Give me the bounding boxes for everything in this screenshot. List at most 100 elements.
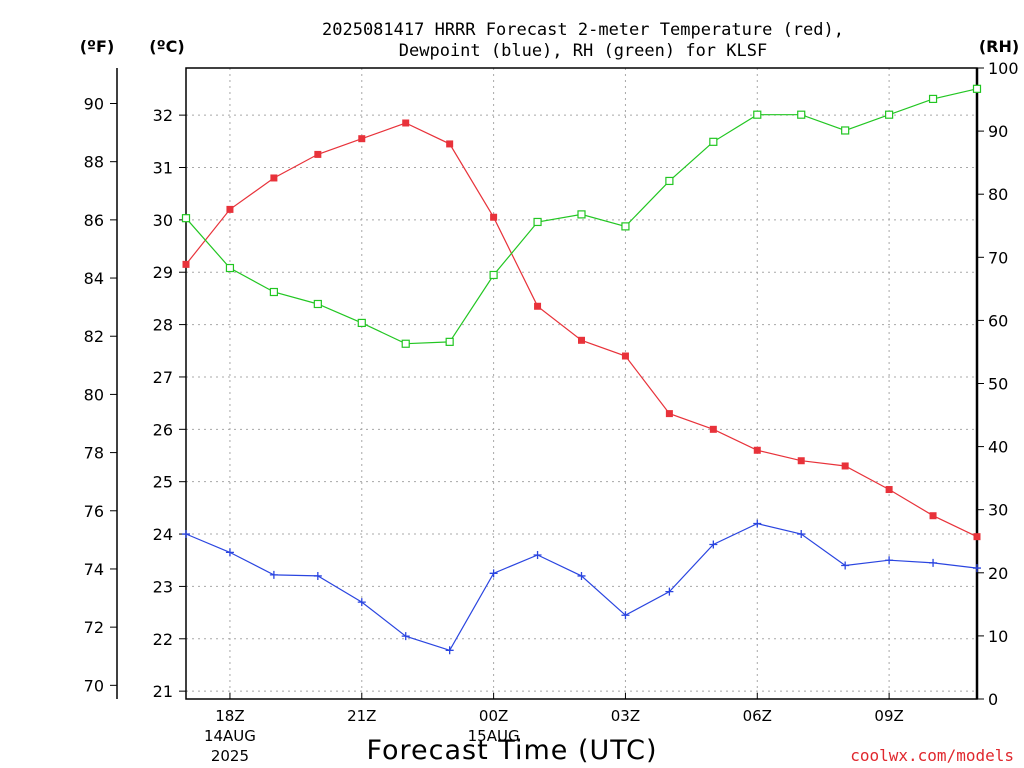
dewpoint-line	[185, 522, 978, 652]
fahrenheit-tick-label: 86	[84, 211, 104, 230]
dewpoint-point	[885, 556, 894, 565]
temperature-point	[578, 336, 585, 344]
celsius-tick-label: 24	[153, 525, 173, 544]
rh-point	[401, 339, 410, 348]
dewpoint-point	[489, 569, 498, 578]
rh-point	[885, 110, 894, 119]
celsius-tick-label: 21	[153, 682, 173, 701]
temperature-point	[270, 174, 278, 182]
celsius-tick-label: 25	[153, 473, 173, 492]
temperature-point	[753, 446, 761, 454]
rh-point	[841, 126, 850, 135]
dewpoint-point	[401, 632, 410, 641]
celsius-tick-label: 30	[153, 211, 173, 230]
dewpoint-point	[973, 564, 981, 573]
temperature-point	[841, 462, 849, 470]
x-tick-label: 03Z	[611, 707, 640, 725]
celsius-tick-label: 29	[153, 263, 173, 282]
fahrenheit-tick-label: 90	[84, 94, 104, 113]
fahrenheit-tick-label: 88	[84, 153, 104, 172]
credit-text: coolwx.com/models	[850, 746, 1014, 765]
temperature-line	[185, 122, 978, 538]
rh-point	[533, 217, 542, 227]
temperature-point	[534, 302, 542, 310]
chart-title-line2: Dewpoint (blue), RH (green) for KLSF	[399, 41, 767, 61]
rh-tick-label: 90	[988, 122, 1008, 141]
temperature-point	[797, 457, 805, 465]
rh-tick-label: 80	[988, 185, 1008, 204]
rh-point	[928, 94, 938, 104]
fahrenheit-tick-label: 74	[84, 560, 104, 579]
x-tick-label: 00Z	[479, 707, 508, 725]
rh-unit-label: (RH)	[979, 37, 1019, 56]
temperature-point	[929, 512, 937, 520]
temperature-point	[226, 205, 234, 213]
x-tick-label: 18Z	[215, 707, 244, 725]
rh-point	[269, 287, 278, 297]
dewpoint-point	[621, 611, 630, 620]
x-date-label: 2025	[211, 747, 249, 765]
temperature-point	[490, 213, 498, 221]
dewpoint-point	[577, 571, 586, 580]
celsius-tick-label: 22	[153, 630, 173, 649]
rh-point	[181, 214, 191, 223]
x-tick-label: 06Z	[743, 707, 772, 725]
fahrenheit-tick-label: 84	[84, 269, 104, 288]
dewpoint-point	[182, 530, 190, 539]
rh-tick-label: 20	[988, 564, 1008, 583]
celsius-tick-label: 23	[153, 577, 173, 596]
temperature-point	[885, 486, 893, 494]
rh-point	[489, 270, 498, 280]
temperature-point	[358, 135, 366, 143]
x-date-label: 15AUG	[468, 727, 520, 745]
celsius-unit-label: (ºC)	[149, 37, 184, 56]
rh-point	[753, 110, 762, 119]
rh-tick-label: 60	[988, 311, 1008, 330]
rh-point	[445, 337, 454, 346]
dewpoint-point	[753, 519, 762, 528]
x-axis-title: Forecast Time (UTC)	[366, 735, 657, 766]
chart-title-line1: 2025081417 HRRR Forecast 2-meter Tempera…	[322, 20, 844, 40]
fahrenheit-tick-label: 80	[84, 385, 104, 404]
celsius-tick-label: 28	[153, 316, 173, 335]
rh-tick-label: 100	[988, 59, 1019, 78]
temperature-point	[665, 410, 673, 418]
rh-tick-label: 70	[988, 248, 1008, 267]
dewpoint-point	[797, 530, 806, 539]
dewpoint-point	[313, 571, 322, 580]
fahrenheit-tick-label: 72	[84, 618, 104, 637]
temperature-point	[182, 260, 190, 268]
dewpoint-point	[929, 558, 938, 567]
rh-point	[709, 137, 718, 146]
data-series	[181, 84, 982, 655]
rh-point	[665, 176, 674, 186]
x-date-label: 14AUG	[204, 727, 256, 745]
celsius-tick-label: 31	[153, 158, 173, 177]
dewpoint-point	[533, 550, 542, 559]
rh-point	[621, 222, 630, 231]
dewpoint-point	[225, 548, 234, 557]
rh-point	[797, 110, 806, 119]
fahrenheit-tick-label: 70	[84, 676, 104, 695]
celsius-tick-label: 32	[153, 106, 173, 125]
x-tick-label: 09Z	[874, 707, 903, 725]
temperature-point	[314, 150, 322, 158]
temperature-point	[402, 119, 410, 127]
dewpoint-point	[357, 598, 366, 607]
rh-point	[357, 318, 366, 328]
fahrenheit-unit-label: (ºF)	[80, 37, 115, 56]
rh-point	[313, 299, 322, 309]
temperature-point	[709, 425, 717, 433]
dewpoint-point	[665, 587, 674, 596]
temperature-point	[621, 352, 629, 360]
rh-tick-label: 30	[988, 501, 1008, 520]
grid-lines	[186, 68, 977, 699]
dewpoint-point	[841, 561, 850, 570]
x-tick-label: 21Z	[347, 707, 376, 725]
fahrenheit-tick-label: 78	[84, 444, 104, 463]
fahrenheit-tick-label: 82	[84, 327, 104, 346]
dewpoint-point	[269, 570, 278, 579]
rh-tick-label: 40	[988, 438, 1008, 457]
